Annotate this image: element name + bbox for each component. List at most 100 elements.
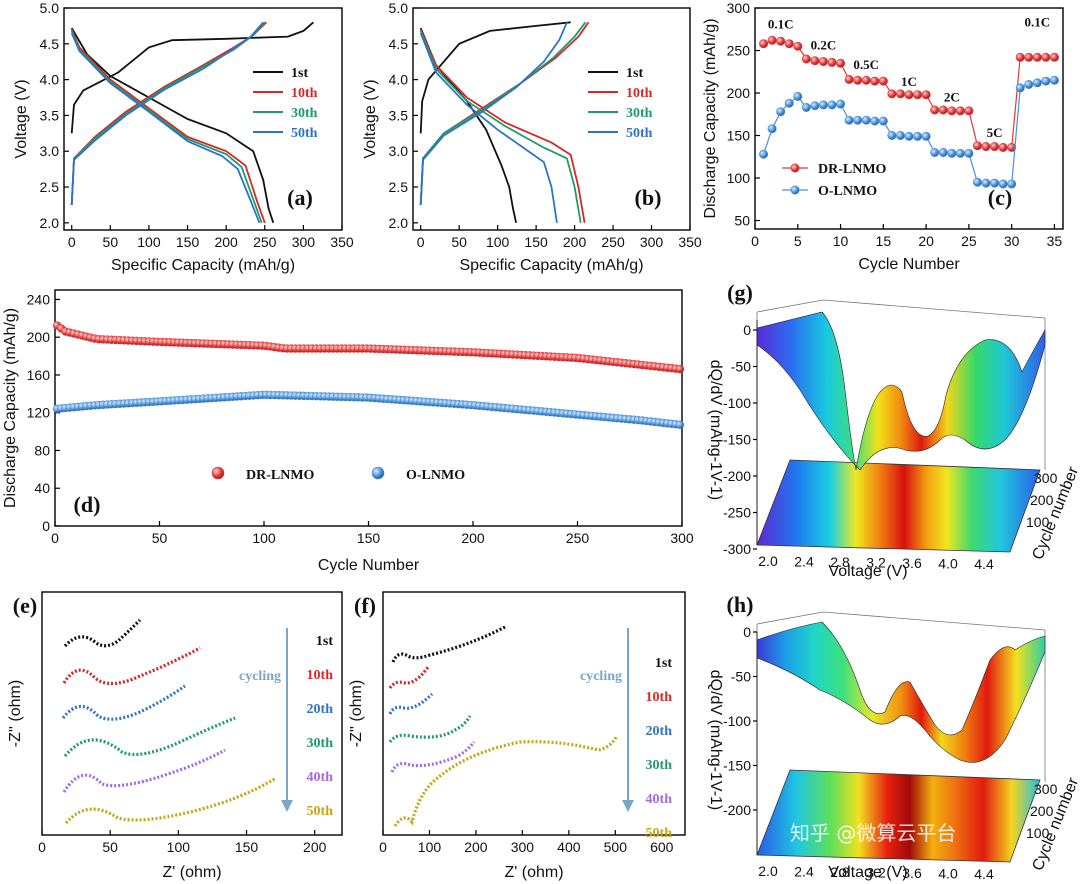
chart-h-xtick-label: 3.2 [866,865,886,881]
chart-c-legend-marker [790,163,800,173]
chart-d-point [675,364,685,374]
chart-c-point [1024,80,1034,90]
chart-e-panel: 0 50 100 150 200 1st 10th 20th 30th 40th 50th cycli… [7,591,343,881]
chart-c-point [827,100,837,110]
chart-c-point [759,149,769,159]
chart-a-series-30th-discharge [70,30,263,224]
chart-a-xtick-label: 150 [176,234,200,250]
chart-e-series-label: 30th [307,736,334,751]
chart-d-legend-label: O-LNMO [406,468,465,483]
chart-h-xtick-label: 2.4 [794,864,814,880]
chart-a-legend-label: 10th [291,86,318,101]
chart-c-ytick-label: 250 [727,43,751,59]
chart-c-point [818,100,828,110]
chart-c-rate-label: 0.1C [768,16,794,31]
chart-f-panel: 0 100 200 300 400 500 600 1st 10th 20th 30th 40th 50… [348,591,686,881]
chart-c-ytick-label: 300 [727,0,751,16]
chart-g-ytick-label: -100 [723,395,751,411]
chart-a-xtick-label: 100 [137,234,161,250]
chart-g-xtick-label: 4.4 [974,556,994,572]
chart-a-legend-label: 1st [291,66,308,81]
chart-d-ytick-label: 240 [27,291,51,307]
chart-c-point [1015,52,1025,62]
chart-c-ytick-label: 50 [734,213,750,229]
chart-g-xtick-label: 3.6 [902,555,922,571]
chart-c-point [1007,179,1017,189]
chart-h-panel-letter: (h) [727,592,754,617]
chart-c-point [784,98,794,108]
chart-h-ytick-label: -150 [723,758,751,774]
chart-c-point [801,54,811,64]
chart-d-ytick-label: 80 [34,442,50,458]
chart-c-point [861,75,871,85]
chart-d-xtick-label: 200 [461,530,485,546]
chart-c-xtick-label: 30 [1004,233,1020,249]
chart-d-ytick-label: 0 [42,518,50,534]
chart-c-rate-label: 5C [987,125,1003,140]
chart-b-series-50th-discharge [419,32,558,223]
chart-d-ytick-label: 120 [27,405,51,421]
chart-b-ytick-label: 4.0 [389,72,409,88]
chart-c-point [895,131,905,141]
chart-f-frame [382,591,686,836]
chart-a-ytick-label: 2.5 [40,179,60,195]
chart-c-ytick-label: 150 [727,128,751,144]
chart-c-xtick-label: 10 [833,233,849,249]
chart-b-xtick-label: 0 [417,234,425,250]
chart-c-point [853,75,863,85]
chart-b-xtick-label: 350 [678,234,702,250]
chart-c-point [878,116,888,126]
chart-b-xtick-label: 50 [451,234,467,250]
chart-c-point [793,41,803,51]
chart-c-point [904,131,914,141]
chart-c-point [895,89,905,99]
chart-c-point [913,131,923,141]
chart-a-ytick-label: 3.5 [40,107,60,123]
chart-e-series-label: 50th [307,804,334,819]
chart-c-rate-label: 0.5C [853,57,879,72]
chart-c-point [1007,142,1017,152]
chart-a-ytick-label: 3.0 [40,143,60,159]
chart-h-xtick-label: 3.6 [902,865,922,881]
chart-c-point [853,115,863,125]
chart-c-point [972,141,982,151]
chart-g-ytick-label: -300 [723,541,751,557]
chart-a-panel-letter: (a) [287,185,313,210]
chart-a-xlabel: Specific Capacity (mAh/g) [111,257,295,274]
chart-a-ytick-label: 2.0 [40,215,60,231]
chart-a-xtick-label: 200 [214,234,238,250]
chart-d-point [675,420,685,429]
chart-h-floor-map [756,769,1041,863]
chart-b-legend-label: 10th [626,86,653,101]
chart-c-point [930,105,940,115]
chart-c-point [913,90,923,100]
chart-e-series-label: 40th [307,770,334,785]
chart-c-point [972,177,982,187]
chart-g-xtick-label: 4.0 [938,556,958,572]
chart-b-legend-label: 50th [626,126,653,141]
chart-g-ytick-label: -250 [723,505,751,521]
chart-c-point [930,148,940,158]
chart-c-xtick-label: 25 [961,233,977,249]
chart-c-point [784,39,794,49]
chart-a-legend-label: 50th [291,126,318,141]
chart-b-ytick-label: 2.0 [389,215,409,231]
chart-h-ytick-label: -50 [731,669,751,685]
chart-d-xtick-label: 100 [252,530,276,546]
chart-b-xtick-label: 300 [640,234,664,250]
chart-c-point [878,76,888,86]
chart-d-xlabel: Cycle Number [318,557,420,574]
chart-b-frame [412,7,691,231]
chart-c-point [767,35,777,45]
chart-a-frame [63,7,343,231]
chart-a-legend-label: 30th [291,106,318,121]
chart-c-point [1041,76,1051,86]
chart-c-point [921,90,931,100]
chart-f-xtick-label: 400 [557,839,581,855]
chart-e-series-label: 20th [307,702,334,717]
chart-a-ytick-label: 4.0 [40,72,60,88]
chart-c-point [844,115,854,125]
chart-b-legend-label: 1st [626,66,643,81]
chart-c-xtick-label: 15 [876,233,892,249]
chart-e-curve [62,646,201,686]
